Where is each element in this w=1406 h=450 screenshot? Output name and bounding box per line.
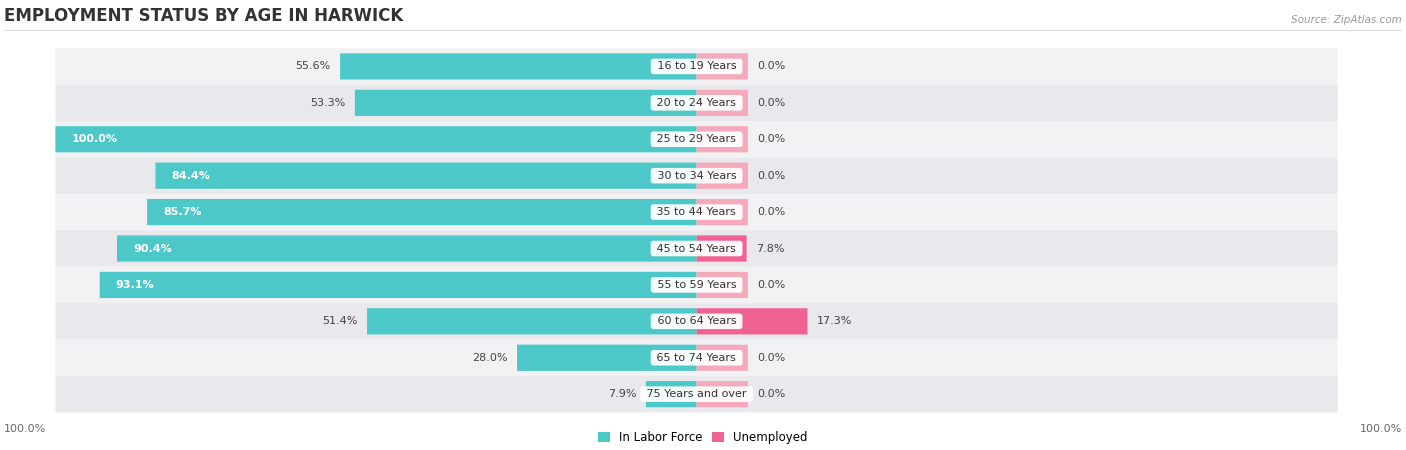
Text: EMPLOYMENT STATUS BY AGE IN HARWICK: EMPLOYMENT STATUS BY AGE IN HARWICK [4, 7, 404, 25]
Text: 0.0%: 0.0% [758, 280, 786, 290]
FancyBboxPatch shape [148, 199, 696, 225]
FancyBboxPatch shape [55, 48, 1337, 85]
FancyBboxPatch shape [55, 121, 1337, 158]
Text: 90.4%: 90.4% [134, 243, 172, 253]
Text: 16 to 19 Years: 16 to 19 Years [654, 62, 740, 72]
Text: 17.3%: 17.3% [817, 316, 852, 326]
FancyBboxPatch shape [340, 53, 696, 80]
FancyBboxPatch shape [156, 162, 696, 189]
Legend: In Labor Force, Unemployed: In Labor Force, Unemployed [593, 427, 813, 449]
Text: 100.0%: 100.0% [4, 424, 46, 434]
Text: 45 to 54 Years: 45 to 54 Years [654, 243, 740, 253]
FancyBboxPatch shape [517, 345, 696, 371]
Text: 85.7%: 85.7% [163, 207, 201, 217]
FancyBboxPatch shape [55, 194, 1337, 230]
Text: 53.3%: 53.3% [309, 98, 346, 108]
FancyBboxPatch shape [696, 162, 748, 189]
Text: 93.1%: 93.1% [115, 280, 155, 290]
Text: 55 to 59 Years: 55 to 59 Years [654, 280, 740, 290]
Text: 28.0%: 28.0% [472, 353, 508, 363]
Text: 0.0%: 0.0% [758, 62, 786, 72]
FancyBboxPatch shape [55, 340, 1337, 376]
FancyBboxPatch shape [696, 235, 747, 261]
Text: 30 to 34 Years: 30 to 34 Years [654, 171, 740, 181]
FancyBboxPatch shape [55, 230, 1337, 267]
Text: 0.0%: 0.0% [758, 171, 786, 181]
Text: 0.0%: 0.0% [758, 98, 786, 108]
FancyBboxPatch shape [696, 90, 748, 116]
FancyBboxPatch shape [55, 126, 696, 153]
Text: 0.0%: 0.0% [758, 134, 786, 144]
Text: Source: ZipAtlas.com: Source: ZipAtlas.com [1291, 14, 1402, 25]
FancyBboxPatch shape [55, 85, 1337, 121]
Text: 0.0%: 0.0% [758, 389, 786, 399]
Text: 7.8%: 7.8% [756, 243, 785, 253]
Text: 84.4%: 84.4% [172, 171, 211, 181]
Text: 55.6%: 55.6% [295, 62, 330, 72]
FancyBboxPatch shape [367, 308, 696, 334]
Text: 100.0%: 100.0% [1360, 424, 1402, 434]
FancyBboxPatch shape [100, 272, 696, 298]
FancyBboxPatch shape [696, 272, 748, 298]
Text: 60 to 64 Years: 60 to 64 Years [654, 316, 740, 326]
Text: 25 to 29 Years: 25 to 29 Years [654, 134, 740, 144]
FancyBboxPatch shape [55, 158, 1337, 194]
Text: 75 Years and over: 75 Years and over [643, 389, 749, 399]
FancyBboxPatch shape [696, 126, 748, 153]
FancyBboxPatch shape [696, 308, 807, 334]
FancyBboxPatch shape [696, 345, 748, 371]
Text: 65 to 74 Years: 65 to 74 Years [654, 353, 740, 363]
FancyBboxPatch shape [696, 53, 748, 80]
FancyBboxPatch shape [55, 376, 1337, 412]
FancyBboxPatch shape [354, 90, 696, 116]
FancyBboxPatch shape [696, 199, 748, 225]
FancyBboxPatch shape [696, 381, 748, 407]
Text: 20 to 24 Years: 20 to 24 Years [654, 98, 740, 108]
FancyBboxPatch shape [55, 267, 1337, 303]
FancyBboxPatch shape [117, 235, 696, 261]
Text: 0.0%: 0.0% [758, 353, 786, 363]
FancyBboxPatch shape [645, 381, 696, 407]
Text: 7.9%: 7.9% [607, 389, 637, 399]
Text: 0.0%: 0.0% [758, 207, 786, 217]
FancyBboxPatch shape [55, 303, 1337, 340]
Text: 100.0%: 100.0% [72, 134, 118, 144]
Text: 35 to 44 Years: 35 to 44 Years [654, 207, 740, 217]
Text: 51.4%: 51.4% [322, 316, 357, 326]
